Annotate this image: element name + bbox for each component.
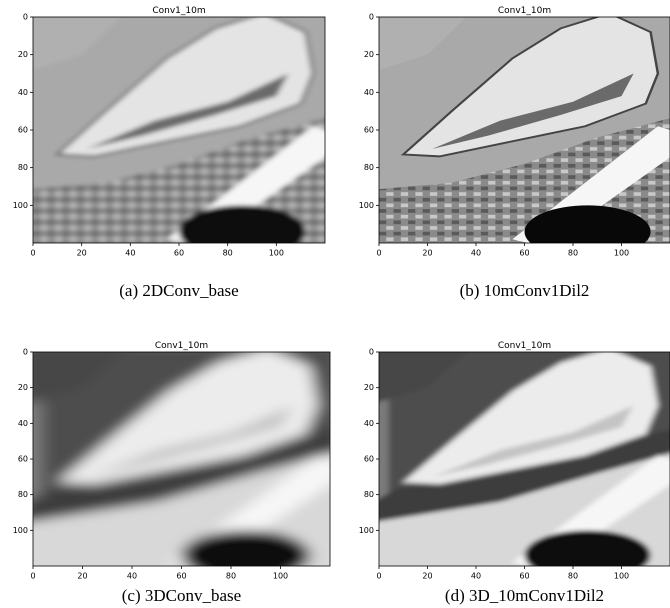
caption: (d) 3D_10mConv1Dil2 (445, 586, 604, 605)
feature-map (21, 343, 343, 580)
x-tick-label: 60 (174, 249, 184, 258)
y-tick-label: 100 (13, 201, 28, 210)
x-tick-label: 100 (614, 249, 629, 258)
y-tick-label: 0 (369, 348, 374, 357)
figure: Conv1_10m 0 20 40 60 80 100 0 20 40 60 80 100 (a) 2DC… (0, 0, 670, 608)
x-tick-label: 60 (176, 572, 186, 581)
y-tick-label: 40 (18, 88, 28, 97)
y-tick-label: 100 (359, 201, 374, 210)
x-tick-label: 0 (376, 572, 381, 581)
panel-title: Conv1_10m (498, 6, 551, 16)
caption: (c) 3DConv_base (122, 586, 241, 605)
y-tick-label: 40 (18, 419, 28, 428)
panel: Conv1_10m 0 20 40 60 80 100 0 20 40 60 80 100 (c) 3DC… (13, 341, 343, 605)
x-tick-label: 60 (519, 572, 529, 581)
image-content (367, 343, 670, 580)
x-tick-label: 80 (226, 572, 236, 581)
x-tick-label: 60 (519, 249, 529, 258)
y-tick-label: 100 (359, 526, 374, 535)
y-tick-label: 80 (18, 163, 28, 172)
y-tick-label: 0 (369, 13, 374, 22)
x-tick-label: 100 (614, 572, 629, 581)
y-tick-label: 20 (18, 383, 28, 392)
x-tick-label: 0 (30, 249, 35, 258)
x-tick-label: 0 (376, 249, 381, 258)
x-tick-label: 40 (125, 249, 135, 258)
y-tick-label: 80 (364, 163, 374, 172)
y-tick-label: 100 (13, 526, 28, 535)
x-tick-label: 0 (30, 572, 35, 581)
x-tick-label: 20 (77, 572, 87, 581)
image-content (21, 8, 337, 258)
y-tick-label: 80 (18, 490, 28, 499)
x-tick-label: 20 (422, 249, 432, 258)
feature-map (367, 8, 670, 258)
image-content (367, 8, 670, 258)
x-tick-label: 20 (77, 249, 87, 258)
panel: Conv1_10m 0 20 40 60 80 100 0 20 40 60 80 100 (d) 3D_… (359, 341, 670, 605)
dark-region (179, 205, 306, 258)
y-tick-label: 20 (364, 383, 374, 392)
x-tick-label: 40 (471, 572, 481, 581)
x-tick-label: 80 (223, 249, 233, 258)
x-tick-label: 100 (273, 572, 288, 581)
dark-region (182, 530, 311, 580)
dark-region (525, 530, 651, 580)
panel-title: Conv1_10m (155, 341, 208, 351)
dark-region (525, 205, 651, 258)
x-tick-label: 40 (127, 572, 137, 581)
x-tick-label: 40 (471, 249, 481, 258)
y-tick-label: 60 (364, 126, 374, 135)
y-tick-label: 0 (23, 348, 28, 357)
panel-title: Conv1_10m (152, 6, 205, 16)
y-tick-label: 40 (364, 88, 374, 97)
x-tick-label: 100 (269, 249, 284, 258)
y-tick-label: 60 (18, 126, 28, 135)
feature-map (21, 8, 337, 258)
x-tick-label: 20 (422, 572, 432, 581)
caption: (a) 2DConv_base (119, 281, 238, 300)
y-tick-label: 40 (364, 419, 374, 428)
image-content (21, 343, 343, 580)
caption: (b) 10mConv1Dil2 (460, 281, 590, 300)
feature-map (367, 343, 670, 580)
x-tick-label: 80 (568, 572, 578, 581)
y-tick-label: 20 (18, 50, 28, 59)
panel-title: Conv1_10m (498, 341, 551, 351)
y-tick-label: 20 (364, 50, 374, 59)
y-tick-label: 60 (18, 455, 28, 464)
x-tick-label: 80 (568, 249, 578, 258)
y-tick-label: 80 (364, 490, 374, 499)
y-tick-label: 0 (23, 13, 28, 22)
y-tick-label: 60 (364, 455, 374, 464)
panel: Conv1_10m 0 20 40 60 80 100 0 20 40 60 80 100 (b) 10m… (359, 6, 670, 300)
panel: Conv1_10m 0 20 40 60 80 100 0 20 40 60 80 100 (a) 2DC… (13, 6, 337, 300)
